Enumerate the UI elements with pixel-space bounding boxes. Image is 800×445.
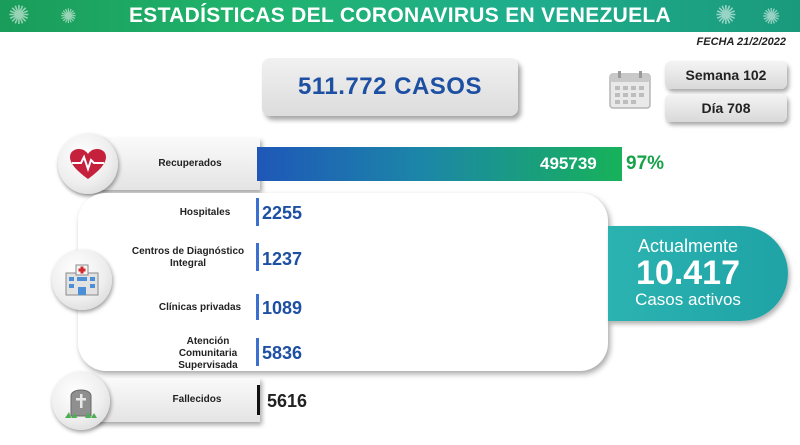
community-care-label: Atención Comunitaria Supervisada	[178, 336, 238, 371]
cdi-bar	[256, 243, 259, 271]
deaths-value: 5616	[267, 391, 308, 411]
heart-icon-badge	[58, 134, 118, 194]
active-cases-caption: Casos activos	[635, 290, 741, 309]
recovered-percent: 97%	[626, 153, 665, 174]
tombstone-icon	[65, 389, 97, 418]
virus-icon: ✺	[762, 4, 781, 29]
active-cases-box: Actualmente 10.417 Casos activos	[608, 226, 788, 321]
calendar-icon	[609, 71, 651, 109]
deaths-label: Fallecidos	[172, 394, 222, 405]
page-title: ESTADÍSTICAS DEL CORONAVIRUS EN VENEZUEL…	[128, 4, 672, 27]
recovered-value: 495739	[540, 154, 597, 173]
community-care-value: 5836	[262, 343, 303, 363]
hospitals-label: Hospitales	[179, 207, 231, 218]
week-pill: Semana 102	[665, 61, 787, 89]
cdi-label: Centros de Diagnóstico Integral	[131, 246, 245, 269]
hospital-icon-badge	[52, 250, 112, 310]
hospitalization-panel	[78, 193, 608, 371]
private-clinics-value: 1089	[262, 298, 303, 318]
header-banner: ✺ ✺ ✺ ✺ ESTADÍSTICAS DEL CORONAVIRUS EN …	[0, 0, 800, 32]
private-clinics-label: Clínicas privadas	[158, 302, 242, 313]
recovered-bar	[257, 147, 622, 181]
virus-icon: ✺	[60, 6, 77, 28]
report-date: FECHA 21/2/2022	[696, 36, 786, 48]
deaths-bar	[257, 385, 260, 415]
tombstone-icon-badge	[52, 372, 110, 430]
virus-icon: ✺	[715, 0, 737, 30]
heart-icon	[70, 149, 106, 179]
hospitals-value: 2255	[262, 203, 303, 223]
total-cases: 511.772 CASOS	[298, 73, 482, 100]
day-pill: Día 708	[665, 94, 787, 122]
hospital-icon	[65, 264, 99, 296]
active-cases-heading: Actualmente	[637, 236, 739, 256]
private-clinics-bar	[256, 294, 259, 320]
hospitals-bar	[256, 198, 259, 226]
cdi-value: 1237	[262, 249, 303, 269]
active-cases-number: 10.417	[636, 254, 740, 292]
virus-icon: ✺	[8, 0, 30, 30]
recovered-label: Recuperados	[158, 158, 222, 169]
total-cases-box: 511.772 CASOS	[262, 58, 518, 116]
community-care-bar	[256, 338, 259, 366]
